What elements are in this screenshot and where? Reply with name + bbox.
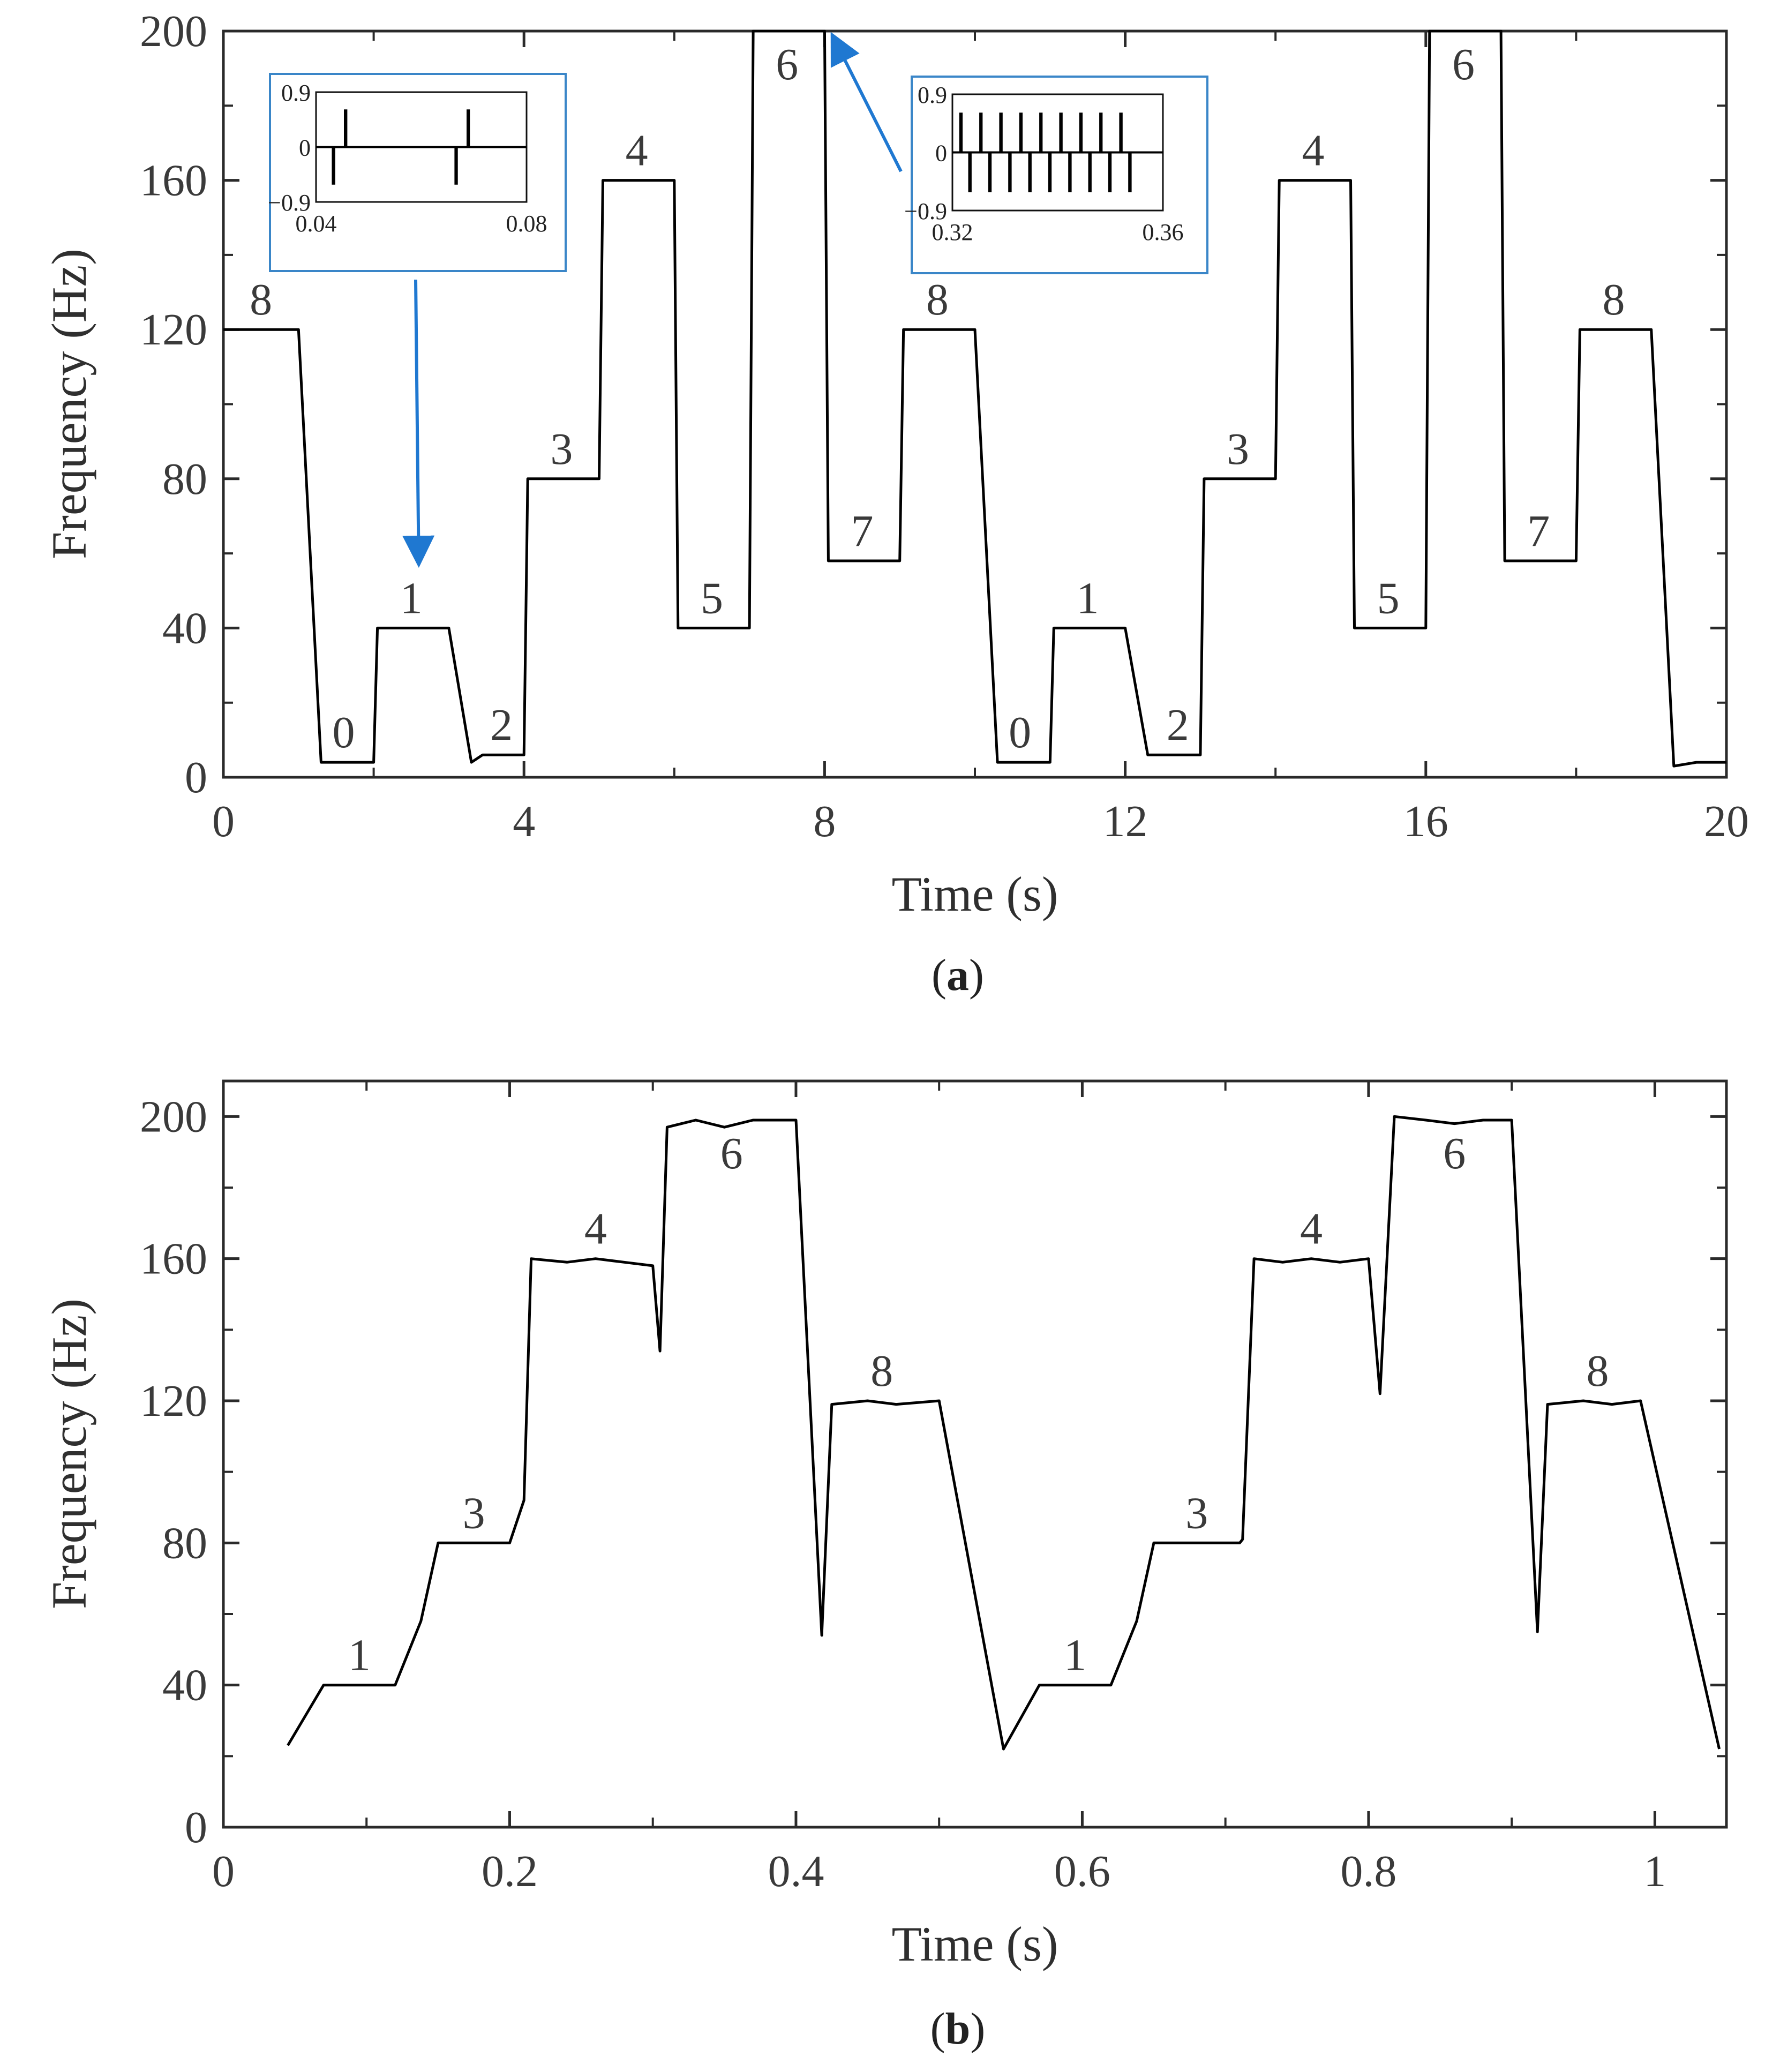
inset-right-border [911,76,1208,274]
panel-a-segment-label: 8 [926,275,949,325]
panel-a-x-tick-label: 20 [1704,797,1749,846]
panel-a-y-tick-label: 200 [140,6,207,56]
inset-left-y-tick-label: −0.9 [268,190,311,216]
panel-a-x-ticks: 0 4 8 12 16 20 [212,31,1749,846]
panel-b-y-tick-label: 40 [162,1661,207,1710]
panel-a-segment-label: 8 [250,275,272,325]
panel-a-segment-label: 1 [400,573,423,623]
panel-b-segment-labels: 1 3 4 6 8 1 3 4 6 8 [348,1129,1609,1680]
panel-b-y-axis-label: Frequency (Hz) [42,1298,96,1609]
panel-b-x-tick-label: 0.8 [1340,1846,1396,1896]
panel-a-segment-label: 6 [1452,40,1475,89]
panel-a-segment-label: 5 [1377,573,1400,623]
panel-a-x-tick-label: 16 [1403,797,1448,846]
inset-left-arrow [402,279,435,568]
panel-a-y-axis-label: Frequency (Hz) [42,249,96,559]
panel-b-y-ticks: 0 40 80 120 160 200 [140,1092,1726,1852]
panel-b-segment-label: 8 [1586,1346,1609,1396]
panel-a-x-tick-label: 8 [813,797,836,846]
panel-a-segment-label: 8 [1603,275,1625,325]
panel-b-segment-label: 8 [870,1346,893,1396]
inset-right-x-tick-label: 0.36 [1143,219,1184,245]
panel-a-y-tick-label: 40 [162,603,207,653]
inset-right-pulse-line [952,112,1163,192]
panel-b-frequency-line [287,1115,1721,1751]
panel-a-y-tick-label: 160 [140,156,207,206]
panel-a-x-tick-label: 4 [513,797,535,846]
panel-b-chart: 0 40 80 120 160 200 0 0.2 0.4 0.6 0.8 1 1 3 4 6 8 1 3 4 6 8… [42,1079,1728,2054]
panel-a-segment-label: 4 [626,126,648,176]
panel-a-segment-label: 1 [1076,573,1099,623]
panel-a-segment-label: 4 [1302,126,1324,176]
panel-a-x-axis-label: Time (s) [892,867,1058,921]
panel-b-y-tick-label: 120 [140,1376,207,1426]
panel-a-frequency-line [223,29,1726,768]
panel-a-caption: (a) [932,950,984,1000]
panel-a-y-tick-label: 120 [140,305,207,355]
panel-b-x-tick-label: 0 [212,1846,235,1896]
panel-a-segment-label: 0 [332,708,355,757]
panel-b-plot-frame [222,1079,1728,1829]
inset-right-ticks: 0.9 0 −0.90.32 0.36 [904,82,1183,245]
panel-a-x-tick-label: 12 [1103,797,1148,846]
inset-left-border [269,73,567,272]
panel-a-segment-label: 7 [1527,506,1550,556]
inset-left-pulse-line [316,109,527,185]
inset-right-arrow [830,32,903,172]
panel-b-segment-label: 3 [463,1488,485,1538]
panel-b-y-tick-label: 0 [185,1803,207,1852]
inset-right-y-tick-label: 0 [935,140,947,167]
panel-b-segment-label: 4 [584,1204,607,1254]
inset-left: 0.9 0 −0.90.04 0.08 [268,73,567,272]
panel-b-x-tick-label: 0.6 [1054,1846,1110,1896]
inset-right-y-tick-label: 0.9 [918,82,947,108]
panel-a-segment-label: 5 [701,573,723,623]
panel-a-segment-label: 2 [490,700,513,750]
panel-b-caption: (b) [930,2004,986,2054]
panel-b-x-axis-label: Time (s) [892,1917,1058,1971]
panel-a-segment-label: 0 [1009,708,1031,757]
panel-b-x-tick-label: 0.4 [768,1846,824,1896]
panel-b-x-tick-label: 0.2 [482,1846,538,1896]
inset-left-x-tick-label: 0.08 [506,211,547,237]
panel-a-y-tick-label: 80 [162,454,207,504]
panel-a-segment-label: 7 [851,506,874,556]
panel-b-y-tick-label: 160 [140,1234,207,1284]
inset-right: 0.9 0 −0.90.32 0.36 [904,76,1208,274]
panel-b-segment-label: 6 [1443,1129,1466,1178]
panel-b-segment-label: 1 [1064,1631,1086,1680]
panel-b-segment-label: 6 [720,1129,743,1178]
panel-b-x-tick-label: 1 [1643,1846,1666,1896]
panel-a-segment-labels: 8 0 1 2 3 4 5 6 7 8 0 1 2 3 4 5 6 7 8 [250,40,1625,757]
panel-a-y-tick-label: 0 [185,753,207,802]
inset-left-ticks: 0.9 0 −0.90.04 0.08 [268,80,547,237]
panel-b-segment-label: 1 [348,1631,371,1680]
inset-left-x-tick-label: 0.04 [296,211,337,237]
panel-a-segment-label: 3 [550,424,573,474]
panel-b-segment-label: 3 [1185,1488,1208,1538]
panel-b-segment-label: 4 [1300,1204,1323,1254]
panel-b-y-tick-label: 80 [162,1518,207,1568]
inset-left-y-tick-label: 0 [299,135,311,161]
panel-a-segment-label: 3 [1227,424,1249,474]
inset-left-y-tick-label: 0.9 [281,80,311,106]
panel-a-segment-label: 6 [776,40,798,89]
panel-b-x-ticks: 0 0.2 0.4 0.6 0.8 1 [212,1081,1666,1896]
panel-a-segment-label: 2 [1167,700,1189,750]
inset-right-y-tick-label: −0.9 [904,198,947,224]
panel-a-x-tick-label: 0 [212,797,235,846]
inset-right-x-tick-label: 0.32 [932,219,973,245]
panel-b-y-tick-label: 200 [140,1092,207,1142]
